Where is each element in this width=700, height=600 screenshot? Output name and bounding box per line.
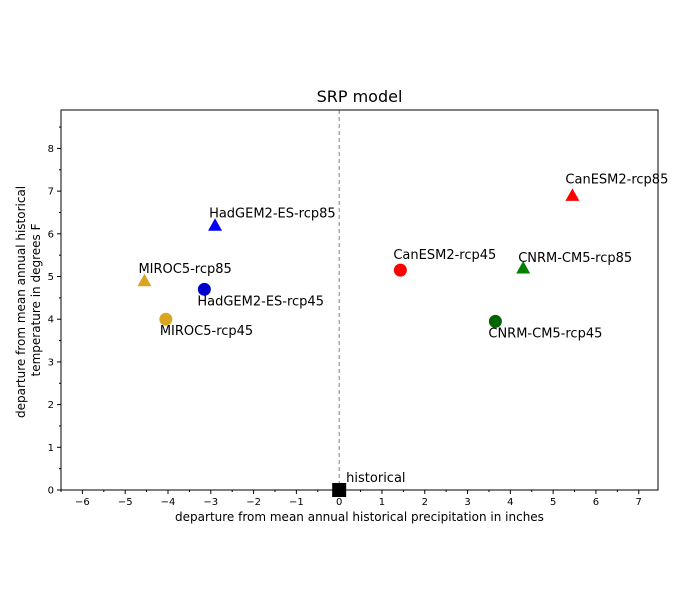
chart-title: SRP model [317, 87, 403, 106]
x-tick-label: 1 [379, 497, 385, 508]
point-label-historical: historical [346, 471, 405, 486]
point-label-miroc5-rcp85: MIROC5-rcp85 [138, 262, 231, 277]
y-tick-label: 2 [48, 400, 54, 411]
x-tick-label: 6 [593, 497, 599, 508]
x-tick-label: 3 [464, 497, 470, 508]
point-miroc5-rcp45 [159, 312, 173, 326]
point-hadgem2-es-rcp45 [197, 282, 211, 296]
y-tick-label: 3 [48, 357, 54, 368]
point-label-miroc5-rcp45: MIROC5-rcp45 [160, 324, 253, 339]
point-label-hadgem2-es-rcp85: HadGEM2-ES-rcp85 [209, 206, 336, 221]
x-tick-label: −1 [289, 497, 304, 508]
y-axis-label-line-1: departure from mean annual historical [14, 186, 28, 418]
point-canesm2-rcp45 [393, 263, 407, 277]
y-tick-label: 5 [48, 272, 54, 283]
x-tick-label: −2 [246, 497, 261, 508]
y-tick-label: 7 [48, 187, 54, 198]
x-axis-label: departure from mean annual historical pr… [175, 510, 544, 524]
point-label-cnrm-cm5-rcp85: CNRM-CM5-rcp85 [518, 251, 632, 266]
x-tick-label: 0 [336, 497, 342, 508]
x-tick-label: −3 [203, 497, 218, 508]
x-tick-label: 7 [636, 497, 642, 508]
point-label-canesm2-rcp85: CanESM2-rcp85 [565, 172, 668, 187]
point-label-canesm2-rcp45: CanESM2-rcp45 [393, 248, 496, 263]
y-tick-label: 4 [48, 315, 54, 326]
x-tick-label: −4 [161, 497, 176, 508]
x-tick-label: 4 [507, 497, 513, 508]
y-tick-label: 8 [48, 144, 54, 155]
y-axis-label: departure from mean annual historical te… [14, 182, 43, 418]
point-hadgem2-es-rcp85 [208, 218, 223, 231]
x-tick-label: 2 [422, 497, 428, 508]
point-cnrm-cm5-rcp45 [488, 314, 502, 328]
y-axis-label-line-2: temperature in degrees F [29, 223, 43, 376]
y-tick-label: 6 [48, 229, 54, 240]
point-cnrm-cm5-rcp85 [516, 260, 531, 274]
point-miroc5-rcp85 [137, 273, 152, 287]
plot-area-frame [60, 109, 659, 491]
y-tick-label: 1 [48, 443, 54, 454]
x-tick-label: −6 [75, 497, 90, 508]
point-label-hadgem2-es-rcp45: HadGEM2-ES-rcp45 [197, 294, 324, 309]
axis-ticks: −6 −5 −4 −3 −2 −1 0 1 2 3 4 5 6 7 0 1 2 3 4 5 6 7 8 [48, 126, 642, 508]
y-tick-label: 0 [48, 486, 54, 497]
point-canesm2-rcp85 [565, 188, 580, 201]
x-tick-label: 5 [550, 497, 556, 508]
data-points: historical CanESM2-rcp85 HadGEM2-ES-rcp85 C… [137, 172, 668, 497]
point-label-cnrm-cm5-rcp45: CNRM-CM5-rcp45 [488, 326, 602, 341]
x-tick-label: −5 [118, 497, 133, 508]
